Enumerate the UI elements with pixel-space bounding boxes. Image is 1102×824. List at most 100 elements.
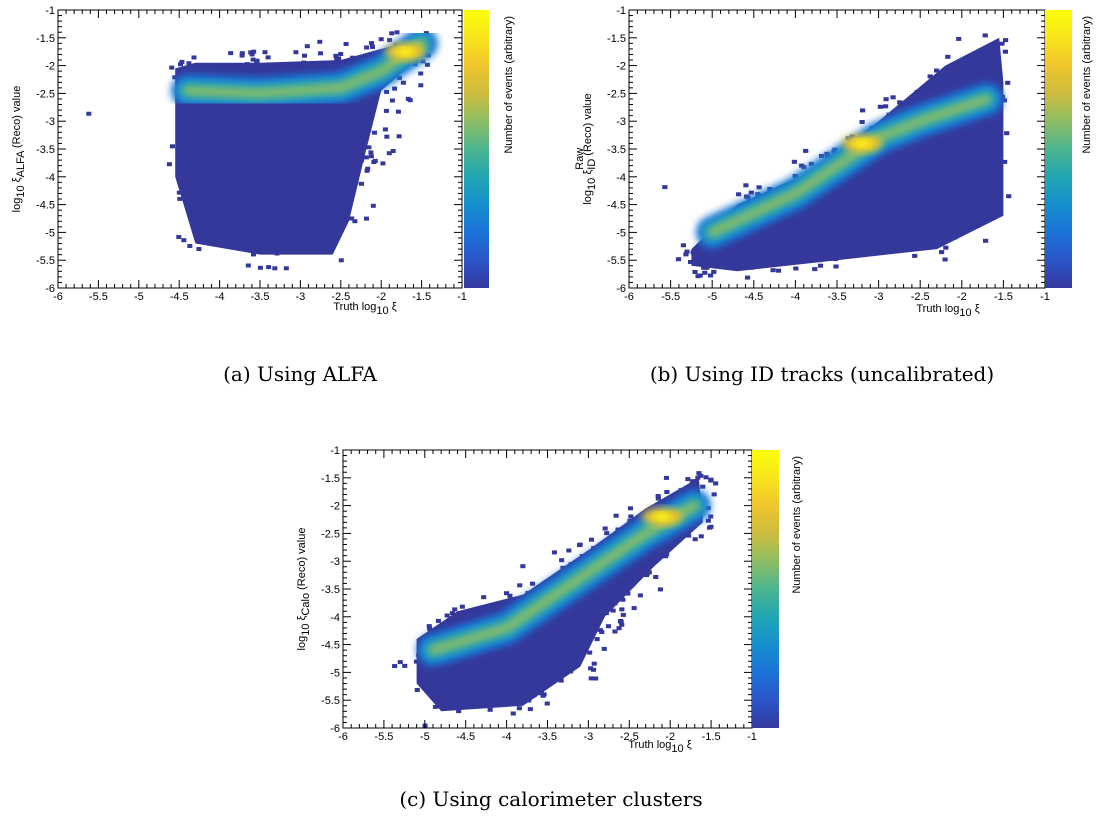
x-tick-label: -5.5 xyxy=(89,291,108,303)
y-tick-label: -2 xyxy=(616,61,626,73)
outlier-cell xyxy=(662,185,668,190)
y-tick-label: -5.5 xyxy=(36,255,55,267)
y-tick-label: -6 xyxy=(45,283,55,295)
y-tick-label: -4 xyxy=(330,612,340,624)
colorbar-label: Number of events (arbitrary) xyxy=(791,456,803,594)
x-tick-label: -1.5 xyxy=(702,731,721,743)
caption-b: (b) Using ID tracks (uncalibrated) xyxy=(650,362,994,386)
colorbar-scale xyxy=(752,450,779,728)
x-tick-label: -4.5 xyxy=(744,291,763,303)
x-tick-label: -3 xyxy=(874,291,884,303)
caption-c: (c) Using calorimeter clusters xyxy=(399,787,702,811)
x-tick-label: -6 xyxy=(624,291,634,303)
outlier-cell xyxy=(392,664,398,669)
y-tick-label: -1.5 xyxy=(321,473,340,485)
y-tick-label: -5 xyxy=(330,667,340,679)
x-axis-label: Truth log10 ξ xyxy=(916,303,979,319)
y-tick-label: -2.5 xyxy=(36,88,55,100)
y-tick-label: -3 xyxy=(45,116,55,128)
y-axis-label: log10 ξRawID (Reco) value xyxy=(574,93,598,204)
x-tick-label: -1 xyxy=(457,291,467,303)
x-tick-label: -4.5 xyxy=(170,291,189,303)
x-tick-label: -3 xyxy=(584,731,594,743)
x-tick-label: -5.5 xyxy=(374,731,393,743)
x-tick-label: -4 xyxy=(791,291,801,303)
x-axis-label: Truth log10 ξ xyxy=(333,301,396,317)
x-tick-label: -1 xyxy=(1040,291,1050,303)
y-tick-label: -1.5 xyxy=(607,33,626,45)
y-tick-label: -1.5 xyxy=(36,33,55,45)
y-tick-label: -5.5 xyxy=(607,255,626,267)
colorbar xyxy=(752,450,779,728)
plot-area xyxy=(662,33,1012,280)
y-tick-label: -4 xyxy=(45,172,55,184)
density-peak-core xyxy=(397,47,414,56)
y-tick-label: -2.5 xyxy=(607,88,626,100)
density-peak-core xyxy=(853,139,870,148)
y-tick-label: -3.5 xyxy=(607,144,626,156)
y-tick-label: -4.5 xyxy=(321,640,340,652)
density-ridge xyxy=(707,94,992,237)
outlier-cell xyxy=(86,111,92,116)
y-tick-label: -3.5 xyxy=(36,144,55,156)
plot-area xyxy=(392,471,719,728)
panel-calorimeter: -6 -5.5 -5 -4.5 -4 -3.5 -3 -2.5 -2 -1.5 -1 -6 -5.5 -5… xyxy=(296,445,803,811)
x-tick-label: -5 xyxy=(420,731,430,743)
y-tick-label: -6 xyxy=(616,283,626,295)
x-tick-label: -5 xyxy=(134,291,144,303)
y-tick-label: -5 xyxy=(616,227,626,239)
x-tick-label: -6 xyxy=(53,291,63,303)
x-tick-label: -5 xyxy=(707,291,717,303)
x-tick-label: -4.5 xyxy=(456,731,475,743)
y-tick-label: -2 xyxy=(330,501,340,513)
x-tick-label: -3.5 xyxy=(251,291,270,303)
y-tick-label: -1 xyxy=(616,5,626,17)
x-tick-label: -2.5 xyxy=(620,731,639,743)
x-tick-label: -3 xyxy=(296,291,306,303)
y-tick-label: -3 xyxy=(330,556,340,568)
x-tick-label: -4 xyxy=(215,291,225,303)
colorbar-label: Number of events (arbitrary) xyxy=(503,16,515,154)
colorbar xyxy=(464,10,489,288)
x-tick-label: -2.5 xyxy=(331,291,350,303)
y-axis-label: log10 ξALFA (Reco) value xyxy=(11,86,27,213)
x-tick-label: -6 xyxy=(338,731,348,743)
y-tick-label: -5 xyxy=(45,227,55,239)
panel-id-tracks: -6 -5.5 -5 -4.5 -4 -3.5 -3 -2.5 -2 -1.5 -1 -6 -5.5 -5… xyxy=(574,5,1093,386)
y-tick-label: -4.5 xyxy=(607,200,626,212)
x-tick-label: -1.5 xyxy=(412,291,431,303)
colorbar-scale xyxy=(464,10,489,288)
panel-alfa: -6 -5.5 -5 -4.5 -4 -3.5 -3 -2.5 -2 -1.5 -1 -6 -5.5 -5… xyxy=(11,5,515,386)
y-tick-label: -4 xyxy=(616,172,626,184)
x-tick-label: -1 xyxy=(747,731,757,743)
y-tick-label: -1 xyxy=(45,5,55,17)
x-tick-label: -4 xyxy=(502,731,512,743)
x-tick-label: -2 xyxy=(665,731,675,743)
colorbar xyxy=(1045,10,1072,288)
axes: -6 -5.5 -5 -4.5 -4 -3.5 -3 -2.5 -2 -1.5 -1 -6 -5.5 -5… xyxy=(607,5,1050,303)
x-tick-label: -1.5 xyxy=(994,291,1013,303)
y-tick-label: -4.5 xyxy=(36,200,55,212)
density-peak-core xyxy=(654,512,671,521)
y-tick-label: -1 xyxy=(330,445,340,457)
x-tick-label: -2 xyxy=(957,291,967,303)
y-tick-label: -2 xyxy=(45,61,55,73)
y-tick-label: -6 xyxy=(330,723,340,735)
caption-a: (a) Using ALFA xyxy=(223,362,377,386)
x-tick-label: -5.5 xyxy=(661,291,680,303)
x-axis-label: Truth log10 ξ xyxy=(628,739,691,755)
axes: -6 -5.5 -5 -4.5 -4 -3.5 -3 -2.5 -2 -1.5 -1 -6 -5.5 -5… xyxy=(36,5,467,303)
y-tick-label: -2.5 xyxy=(321,528,340,540)
y-tick-label: -5.5 xyxy=(321,695,340,707)
y-tick-label: -3.5 xyxy=(321,584,340,596)
y-axis-label: log10 ξCalo (Reco) value xyxy=(296,528,312,651)
x-tick-label: -2 xyxy=(376,291,386,303)
x-tick-label: -3.5 xyxy=(828,291,847,303)
density-ridge xyxy=(182,38,427,98)
x-tick-label: -2.5 xyxy=(911,291,930,303)
plot-area xyxy=(86,27,438,271)
y-tick-label: -3 xyxy=(616,116,626,128)
colorbar-label: Number of events (arbitrary) xyxy=(1081,16,1093,154)
colorbar-scale xyxy=(1045,10,1072,288)
